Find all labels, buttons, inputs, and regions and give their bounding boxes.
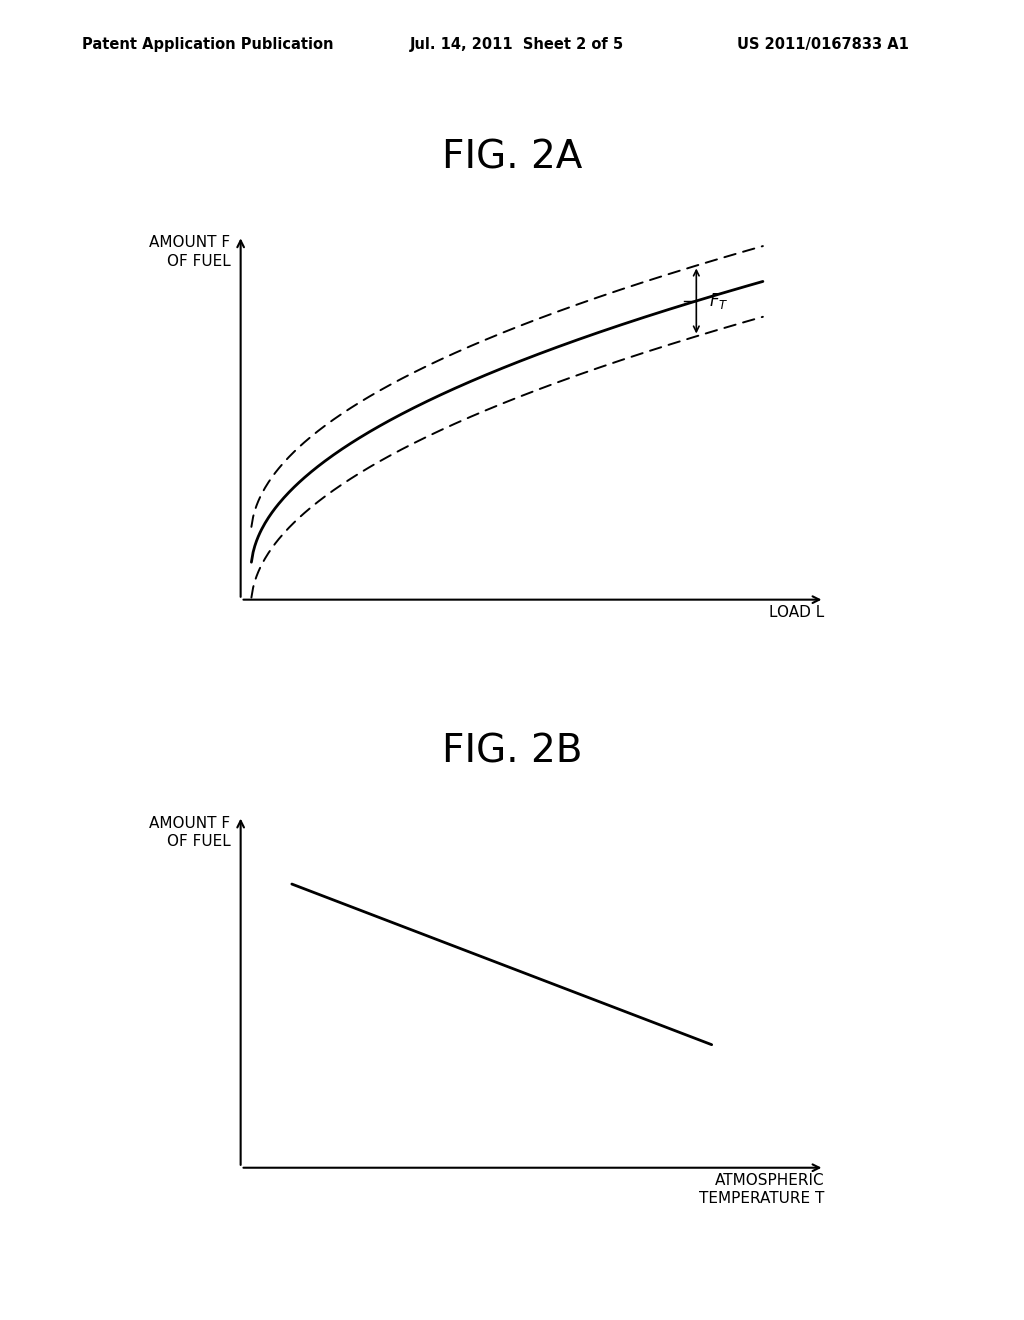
Text: ATMOSPHERIC
TEMPERATURE T: ATMOSPHERIC TEMPERATURE T: [699, 1173, 824, 1206]
Text: AMOUNT F
OF FUEL: AMOUNT F OF FUEL: [150, 816, 230, 849]
Text: Jul. 14, 2011  Sheet 2 of 5: Jul. 14, 2011 Sheet 2 of 5: [410, 37, 624, 51]
Text: US 2011/0167833 A1: US 2011/0167833 A1: [737, 37, 909, 51]
Text: $F_T$: $F_T$: [709, 290, 728, 312]
Text: FIG. 2B: FIG. 2B: [441, 733, 583, 771]
Text: FIG. 2A: FIG. 2A: [441, 139, 583, 177]
Text: LOAD L: LOAD L: [769, 605, 824, 620]
Text: Patent Application Publication: Patent Application Publication: [82, 37, 334, 51]
Text: AMOUNT F
OF FUEL: AMOUNT F OF FUEL: [150, 235, 230, 269]
